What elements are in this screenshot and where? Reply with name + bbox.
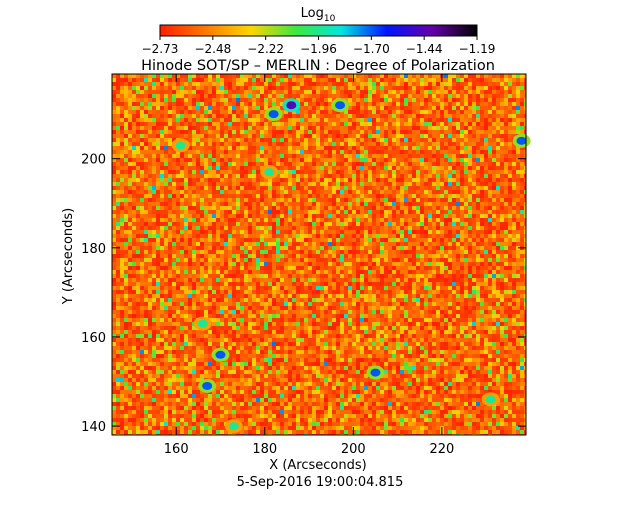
y-axis: 140 160 180 200 bbox=[81, 153, 526, 435]
y-tick-label: 140 bbox=[81, 420, 106, 435]
feature-core bbox=[370, 368, 381, 377]
feature-core bbox=[215, 350, 226, 359]
chart-title: Hinode SOT/SP – MERLIN : Degree of Polar… bbox=[141, 58, 495, 74]
colorbar-tick-label: −1.70 bbox=[353, 42, 390, 56]
y-tick-label: 200 bbox=[81, 153, 106, 168]
feature-core bbox=[516, 136, 527, 145]
plot-area bbox=[111, 73, 531, 436]
colorbar-tick-label: −2.73 bbox=[142, 42, 179, 56]
timestamp: 5-Sep-2016 19:00:04.815 bbox=[237, 475, 404, 490]
feature-core bbox=[268, 110, 279, 119]
colorbar-label: Log10 bbox=[301, 6, 336, 24]
y-axis-label: Y (Arcseconds) bbox=[61, 208, 76, 305]
colorbar-ticks: −2.73 −2.48 −2.22 −1.96 −1.70 −1.44 −1.19 bbox=[142, 36, 496, 56]
colorbar-tick-label: −1.19 bbox=[459, 42, 496, 56]
feature-core bbox=[286, 101, 297, 110]
x-tick-label: 200 bbox=[341, 442, 366, 457]
colorbar-gradient bbox=[159, 24, 478, 37]
feature-core bbox=[485, 395, 496, 404]
colorbar-tick-label: −2.48 bbox=[194, 42, 231, 56]
colorbar-tick-label: −2.22 bbox=[247, 42, 284, 56]
x-tick-label: 220 bbox=[429, 442, 454, 457]
feature-core bbox=[202, 381, 213, 390]
x-tick-label: 180 bbox=[252, 442, 277, 457]
feature-core bbox=[228, 422, 239, 431]
y-tick-label: 160 bbox=[81, 331, 106, 346]
colorbar: Log10 −2.73 −2.48 −2.22 −1.96 −1.70 −1.44 −1.1… bbox=[142, 6, 496, 56]
colorbar-tick-label: −1.44 bbox=[406, 42, 443, 56]
heatmap-field bbox=[112, 74, 526, 435]
plot-frame bbox=[111, 73, 527, 436]
feature-core bbox=[335, 101, 346, 110]
feature-core bbox=[197, 319, 208, 328]
x-tick-label: 160 bbox=[164, 442, 189, 457]
x-axis: 160 180 200 220 bbox=[164, 74, 454, 457]
x-axis-label: X (Arcseconds) bbox=[269, 458, 366, 473]
feature-core bbox=[264, 168, 275, 177]
y-tick-label: 180 bbox=[81, 242, 106, 257]
colorbar-tick-label: −1.96 bbox=[300, 42, 337, 56]
feature-core bbox=[175, 141, 186, 150]
